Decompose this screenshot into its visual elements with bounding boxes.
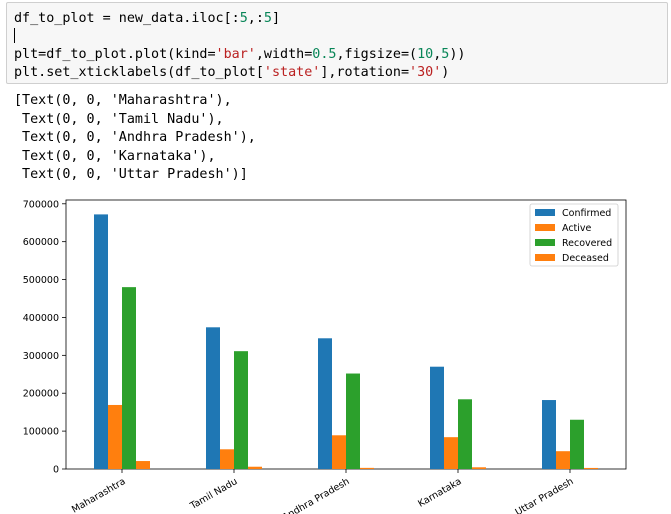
y-tick-label: 400000 — [23, 313, 59, 324]
bar-active-1 — [220, 449, 234, 469]
bar-recovered-1 — [234, 351, 248, 469]
bar-active-4 — [556, 451, 570, 469]
y-tick-label: 0 — [53, 465, 59, 476]
y-tick-label: 100000 — [23, 427, 59, 438]
legend-label: Confirmed — [562, 208, 611, 219]
code-line: plt.set_xticklabels(df_to_plot['state'],… — [14, 64, 449, 82]
bar-confirmed-4 — [542, 400, 556, 469]
legend-swatch-active — [535, 224, 555, 231]
bar-confirmed-1 — [206, 327, 220, 469]
code-token: 5 — [441, 47, 450, 62]
y-tick-label: 500000 — [23, 275, 59, 286]
code-line: plt=df_to_plot.plot(kind='bar',width=0.5… — [14, 46, 465, 64]
bar-deceased-3 — [472, 467, 486, 469]
code-token: 'bar' — [215, 47, 256, 62]
code-token: 5 — [263, 11, 272, 26]
output-line: Text(0, 0, 'Uttar Pradesh')] — [14, 167, 248, 182]
output-line: Text(0, 0, 'Tamil Nadu'), — [14, 111, 224, 127]
legend-label: Deceased — [562, 253, 609, 264]
code-token: ,figsize=( — [336, 47, 418, 62]
y-tick-label: 300000 — [23, 351, 59, 362]
bar-confirmed-0 — [94, 214, 108, 469]
bar-active-3 — [444, 437, 458, 469]
code-token: df_to_plot = new_data.iloc[: — [14, 11, 240, 26]
code-token: )) — [449, 47, 466, 62]
code-token: plt.set_xticklabels(df_to_plot[ — [14, 65, 264, 80]
output-line: [Text(0, 0, 'Maharashtra'), — [14, 93, 232, 108]
legend-label: Recovered — [562, 238, 612, 249]
bar-active-2 — [332, 435, 346, 469]
output-line: Text(0, 0, 'Andhra Pradesh'), — [14, 130, 256, 145]
bar-deceased-4 — [584, 467, 598, 469]
bar-confirmed-3 — [430, 366, 444, 469]
code-token: 10 — [417, 47, 434, 62]
code-token: '30' — [409, 65, 442, 80]
x-tick-label: Uttar Pradesh — [513, 476, 575, 514]
text-cursor — [14, 28, 15, 43]
bar-deceased-1 — [248, 466, 262, 469]
output-line: Text(0, 0, 'Karnataka'), — [14, 148, 216, 164]
code-token: ] — [271, 11, 281, 26]
code-token: ,width= — [255, 47, 313, 62]
legend-swatch-recovered — [535, 239, 555, 246]
y-tick-label: 200000 — [23, 389, 59, 400]
x-tick-label: Karnataka — [416, 476, 463, 510]
code-line: df_to_plot = new_data.iloc[:5,:5] — [14, 10, 280, 28]
legend-label: Active — [562, 223, 592, 234]
code-token: ],rotation= — [320, 65, 410, 80]
legend-swatch-confirmed — [535, 209, 555, 216]
x-tick-label: Tamil Nadu — [188, 476, 240, 512]
legend-swatch-deceased — [535, 254, 555, 261]
code-cell-input[interactable]: df_to_plot = new_data.iloc[:5,:5] plt=df_… — [6, 2, 668, 84]
bar-recovered-4 — [570, 419, 584, 469]
code-token: 'state' — [263, 65, 321, 80]
bar-recovered-2 — [346, 373, 360, 469]
code-token: plt=df_to_plot.plot(kind= — [14, 47, 216, 62]
bar-deceased-2 — [360, 467, 374, 469]
code-token: 5 — [239, 11, 248, 26]
bar-recovered-0 — [122, 287, 136, 469]
bar-recovered-3 — [458, 399, 472, 469]
bar-chart: 0 100000 200000 300000 400000 500000 600000 700… — [23, 199, 627, 514]
code-token: , — [433, 47, 442, 62]
code-token: 0.5 — [312, 47, 337, 62]
legend-box — [529, 203, 619, 267]
x-tick-label: Maharashtra — [70, 476, 127, 514]
y-tick-label: 600000 — [23, 237, 59, 248]
code-token: ) — [441, 65, 450, 80]
bar-confirmed-2 — [318, 338, 332, 469]
bar-active-0 — [108, 404, 122, 469]
code-token: ,: — [247, 11, 264, 26]
y-tick-label: 700000 — [23, 199, 59, 210]
x-tick-label: Andhra Pradesh — [281, 476, 352, 514]
bar-deceased-0 — [136, 461, 150, 469]
